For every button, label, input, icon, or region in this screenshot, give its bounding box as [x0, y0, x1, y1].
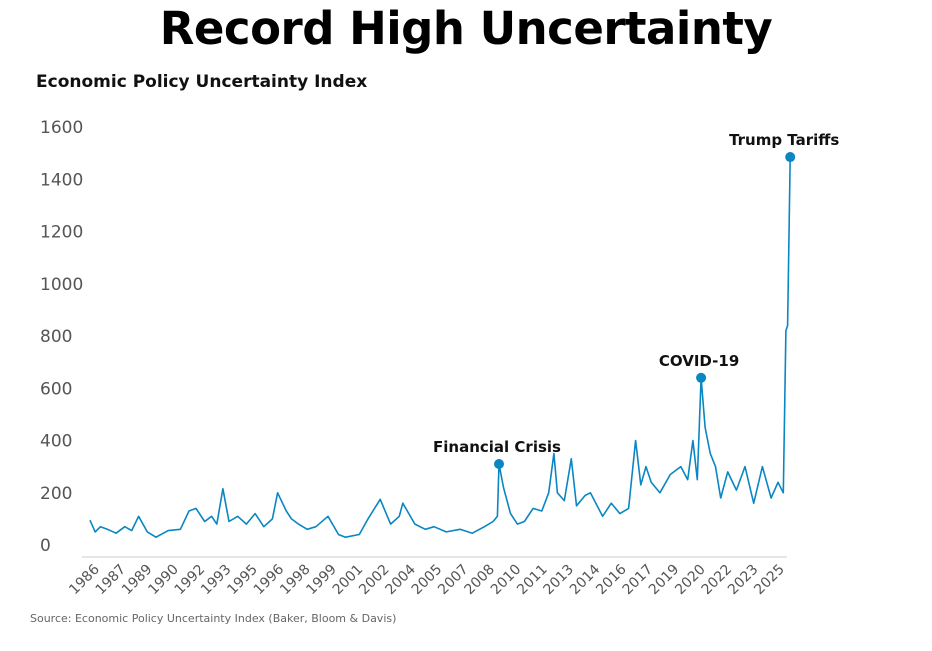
annotation-label: COVID-19 — [659, 352, 739, 370]
source-note: Source: Economic Policy Uncertainty Inde… — [30, 612, 397, 625]
annotation-marker — [785, 152, 796, 163]
y-tick-label: 1400 — [40, 170, 83, 190]
y-tick-label: 600 — [40, 379, 72, 399]
annotation-label: Financial Crisis — [433, 438, 561, 456]
x-tick-label: 2025 — [751, 562, 788, 599]
y-tick-label: 0 — [40, 536, 51, 556]
annotation-marker — [494, 459, 505, 470]
annotation-label: Trump Tariffs — [729, 131, 839, 149]
y-tick-label: 800 — [40, 327, 72, 347]
series-line — [89, 156, 791, 539]
y-tick-label: 1600 — [40, 118, 83, 138]
y-tick-label: 1000 — [40, 275, 83, 295]
y-axis-title: Economic Policy Uncertainty Index — [36, 72, 368, 92]
y-tick-label: 200 — [40, 484, 72, 504]
y-tick-label: 1200 — [40, 223, 83, 243]
annotation-marker — [696, 372, 707, 383]
chart-title: Record High Uncertainty — [159, 2, 773, 55]
y-tick-label: 400 — [40, 432, 72, 452]
